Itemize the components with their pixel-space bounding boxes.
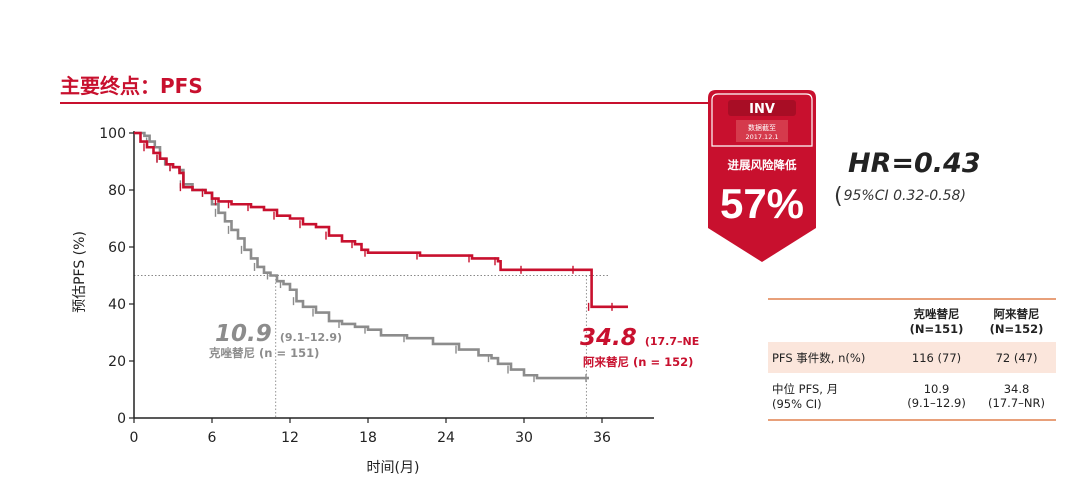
badge-cutoff-line1: 数据截至 [748,123,776,132]
row-median-alectinib: 34.8 (17.7–NR) [977,373,1056,421]
chart-series [134,131,628,383]
row-events-crizotinib: 116 (77) [896,342,978,373]
risk-reduction-badge: INV 数据截至 2017.12.1 进展风险降低 57% [708,90,816,262]
crizotinib-median-ci: (9.1–12.9) [280,331,342,344]
badge-inv-label: INV [749,102,775,117]
y-tick-label: 100 [99,126,126,142]
hazard-ratio-ci: (95%CI 0.32-0.58) [834,184,966,209]
crizotinib-median-label: 10.9 (9.1–12.9) [215,321,342,347]
row-median-label: 中位 PFS, 月 (95% CI) [768,373,896,421]
table-col-crizotinib: 克唑替尼 (N=151) [896,298,978,342]
row-events-alectinib: 72 (47) [977,342,1056,373]
col-crizotinib-name: 克唑替尼 [913,307,960,321]
row-median-label-2: (95% CI) [772,397,822,411]
table-header-row: 克唑替尼 (N=151) 阿来替尼 (N=152) [768,298,1056,342]
median-crizotinib-ci: (9.1–12.9) [907,396,966,410]
median-reference-lines [134,275,609,418]
badge-cutoff-line2: 2017.12.1 [745,133,778,141]
row-events-label: PFS 事件数, n(%) [768,342,896,373]
x-tick-label: 24 [437,430,455,446]
y-tick-label: 20 [108,354,126,370]
col-alectinib-n: (N=152) [989,322,1044,336]
alectinib-median-label: 34.8 (17.7–NE) [580,325,700,351]
table-col-alectinib: 阿来替尼 (N=152) [977,298,1056,342]
col-alectinib-name: 阿来替尼 [993,307,1040,321]
crizotinib-n-label: 克唑替尼 (n = 151) [208,346,319,360]
alectinib-n-label: 阿来替尼 (n = 152) [583,355,693,369]
alectinib-median-ci: (17.7–NE) [645,335,700,348]
hazard-ci-open-paren: ( [834,184,843,209]
alectinib-median-value: 34.8 [580,325,637,351]
col-crizotinib-n: (N=151) [909,322,964,336]
x-tick-label: 6 [208,430,217,446]
row-median-label-1: 中位 PFS, 月 [772,382,839,396]
y-axis-label: 预估PFS (%) [72,231,88,313]
x-axis-label: 时间(月) [367,460,420,476]
median-alectinib-ci: (17.7–NR) [988,396,1045,410]
pfs-km-chart: 0 20 40 60 80 100 0 6 12 18 24 30 36 预估PFS (%) 时间(月)… [72,126,700,476]
y-tick-label: 80 [108,183,126,199]
page-title: 主要终点：PFS [60,74,203,98]
row-median-crizotinib: 10.9 (9.1–12.9) [896,373,978,421]
table-row: PFS 事件数, n(%) 116 (77) 72 (47) [768,342,1056,373]
hazard-ci-text: 95%CI 0.32-0.58) [843,188,966,204]
median-alectinib-value: 34.8 [1003,382,1030,396]
table-row: 中位 PFS, 月 (95% CI) 10.9 (9.1–12.9) 34.8 … [768,373,1056,421]
crizotinib-median-value: 10.9 [215,321,272,347]
title-divider [60,102,720,104]
median-crizotinib-value: 10.9 [923,382,950,396]
pfs-summary-table: 克唑替尼 (N=151) 阿来替尼 (N=152) PFS 事件数, n(%) … [768,298,1056,421]
series-line-crizotinib [134,131,589,380]
badge-percent: 57% [720,180,804,227]
chart-axes: 0 20 40 60 80 100 0 6 12 18 24 30 36 [99,126,654,446]
x-tick-label: 12 [281,430,299,446]
x-tick-label: 30 [515,430,533,446]
x-tick-label: 18 [359,430,377,446]
badge-risk-text: 进展风险降低 [728,158,797,172]
y-tick-label: 0 [117,411,126,427]
y-tick-label: 40 [108,297,126,313]
x-tick-label: 0 [130,430,139,446]
series-line-alectinib [134,131,628,309]
y-tick-label: 60 [108,240,126,256]
hazard-ratio: HR=0.43 [848,148,981,179]
x-tick-label: 36 [593,430,611,446]
table-header-blank [768,298,896,342]
